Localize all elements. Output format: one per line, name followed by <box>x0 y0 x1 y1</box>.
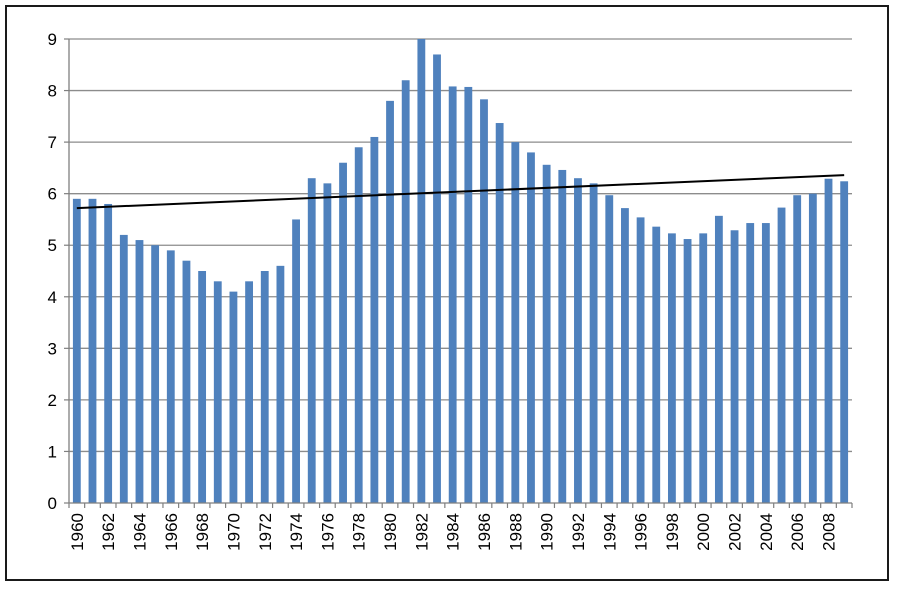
y-tick-labels: 0 1 2 3 4 5 6 7 8 9 <box>48 30 57 513</box>
x-tick-label: 1990 <box>538 513 557 551</box>
axes <box>64 38 853 508</box>
bar-1965 <box>151 245 160 503</box>
x-tick-label: 1978 <box>350 513 369 551</box>
y-tick-label: 2 <box>48 391 57 410</box>
x-tick-label: 1970 <box>224 513 243 551</box>
y-tick-label: 3 <box>48 339 57 358</box>
bar-1980 <box>386 100 394 503</box>
bar-1990 <box>542 164 551 503</box>
bar-1986 <box>480 99 488 503</box>
bar-2000 <box>699 233 708 503</box>
bar-1992 <box>574 178 582 503</box>
y-tick-label: 9 <box>48 30 57 49</box>
x-tick-label: 1960 <box>68 513 87 551</box>
bar-1963 <box>119 234 128 503</box>
y-tick-label: 7 <box>48 133 57 152</box>
bar-1974 <box>292 219 300 503</box>
x-tick-label: 1976 <box>318 513 337 551</box>
y-tick-label: 0 <box>48 494 57 513</box>
y-tick-label: 4 <box>48 288 57 307</box>
bar-1966 <box>166 250 175 503</box>
x-tick-label: 1972 <box>256 513 275 551</box>
y-tick-label: 6 <box>48 185 57 204</box>
bar-1995 <box>621 208 629 503</box>
bar-1969 <box>213 281 222 503</box>
y-tick-label: 1 <box>48 442 57 461</box>
bar-1999 <box>683 239 692 503</box>
bar-2009 <box>840 181 849 503</box>
bar-1984 <box>448 86 457 503</box>
x-tick-label: 1994 <box>600 513 619 551</box>
bar-1970 <box>229 291 238 503</box>
trendline <box>76 174 845 210</box>
bar-1991 <box>558 169 567 503</box>
x-tick-label: 1982 <box>412 513 431 551</box>
bar-1964 <box>135 240 144 504</box>
x-tick-label: 1966 <box>162 513 181 551</box>
bar-1977 <box>339 162 347 503</box>
bar-1998 <box>667 233 676 503</box>
bar-1987 <box>495 123 504 503</box>
bar-1973 <box>276 265 285 503</box>
bar-1961 <box>88 198 97 504</box>
x-tick-label: 1980 <box>381 513 400 551</box>
linear-trendline <box>76 174 845 210</box>
x-tick-label: 1962 <box>99 513 118 551</box>
x-tick-label: 2002 <box>726 513 745 551</box>
x-tick-label: 2004 <box>757 513 776 551</box>
x-tick-label: 1984 <box>444 513 463 551</box>
bar-1997 <box>652 226 661 503</box>
bar-2006 <box>793 195 802 504</box>
bar-2002 <box>730 230 739 503</box>
x-tick-labels: 1960 1962 1964 1966 1968 1970 1972 1974 1976 1978… <box>68 513 839 551</box>
bar-1988 <box>511 142 520 503</box>
bar-1975 <box>307 178 316 503</box>
bar-1962 <box>104 203 113 503</box>
x-tick-label: 1964 <box>130 513 149 551</box>
bar-1983 <box>433 54 441 503</box>
bar-1994 <box>605 195 614 504</box>
x-tick-label: 2006 <box>788 513 807 551</box>
x-tick-label: 1992 <box>569 513 588 551</box>
bar-1960 <box>72 198 81 504</box>
bar-1971 <box>245 281 254 503</box>
bar-2005 <box>777 207 786 503</box>
bar-2007 <box>808 193 817 503</box>
bar-1982 <box>417 39 426 503</box>
bar-1976 <box>323 183 332 503</box>
x-tick-label: 1998 <box>663 513 682 551</box>
bar-1989 <box>527 152 535 503</box>
x-tick-label: 1974 <box>287 513 306 551</box>
y-tick-label: 5 <box>48 236 57 255</box>
x-tick-label: 2008 <box>820 513 839 551</box>
y-tick-label: 8 <box>48 82 57 101</box>
bar-1996 <box>636 217 645 504</box>
bar-1981 <box>401 80 410 503</box>
bar-1985 <box>464 86 473 504</box>
x-tick-label: 2000 <box>694 513 713 551</box>
x-tick-label: 1986 <box>475 513 494 551</box>
bar-2008 <box>824 178 833 503</box>
bar-2004 <box>761 223 770 503</box>
bar-1979 <box>370 136 379 503</box>
bars <box>72 39 849 504</box>
bar-1968 <box>198 271 207 503</box>
bar-2003 <box>746 223 755 503</box>
bar-2001 <box>714 215 723 503</box>
x-tick-label: 1988 <box>506 513 525 551</box>
bar-1978 <box>354 147 363 503</box>
x-tick-label: 1996 <box>632 513 651 551</box>
bar-1967 <box>182 260 191 503</box>
x-tick-label: 1968 <box>193 513 212 551</box>
bar-1993 <box>589 183 598 503</box>
bar-1972 <box>260 271 269 503</box>
